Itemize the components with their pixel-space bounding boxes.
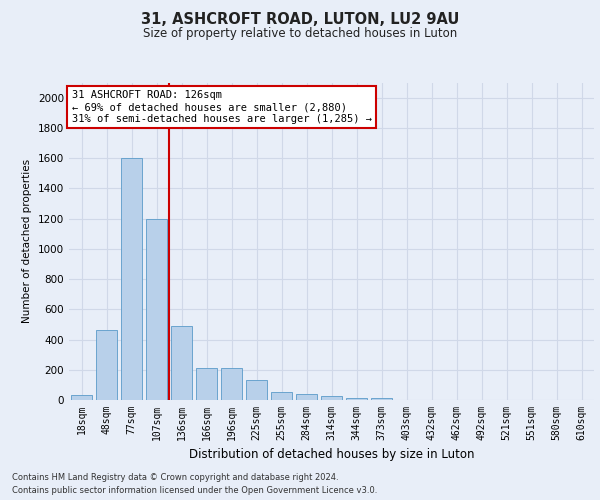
Bar [221, 368, 242, 400]
Bar [121, 158, 142, 400]
Bar [246, 380, 267, 400]
Bar [296, 394, 317, 400]
Bar [96, 330, 117, 400]
Text: Contains HM Land Registry data © Crown copyright and database right 2024.: Contains HM Land Registry data © Crown c… [12, 474, 338, 482]
Text: 31 ASHCROFT ROAD: 126sqm
← 69% of detached houses are smaller (2,880)
31% of sem: 31 ASHCROFT ROAD: 126sqm ← 69% of detach… [71, 90, 371, 124]
Bar [71, 394, 92, 400]
Bar [271, 392, 292, 400]
Bar [171, 326, 192, 400]
Bar [146, 218, 167, 400]
Text: Size of property relative to detached houses in Luton: Size of property relative to detached ho… [143, 28, 457, 40]
Bar [196, 368, 217, 400]
Text: Contains public sector information licensed under the Open Government Licence v3: Contains public sector information licen… [12, 486, 377, 495]
X-axis label: Distribution of detached houses by size in Luton: Distribution of detached houses by size … [189, 448, 474, 462]
Bar [346, 398, 367, 400]
Bar [371, 398, 392, 400]
Text: 31, ASHCROFT ROAD, LUTON, LU2 9AU: 31, ASHCROFT ROAD, LUTON, LU2 9AU [141, 12, 459, 28]
Bar [321, 396, 342, 400]
Y-axis label: Number of detached properties: Number of detached properties [22, 159, 32, 324]
